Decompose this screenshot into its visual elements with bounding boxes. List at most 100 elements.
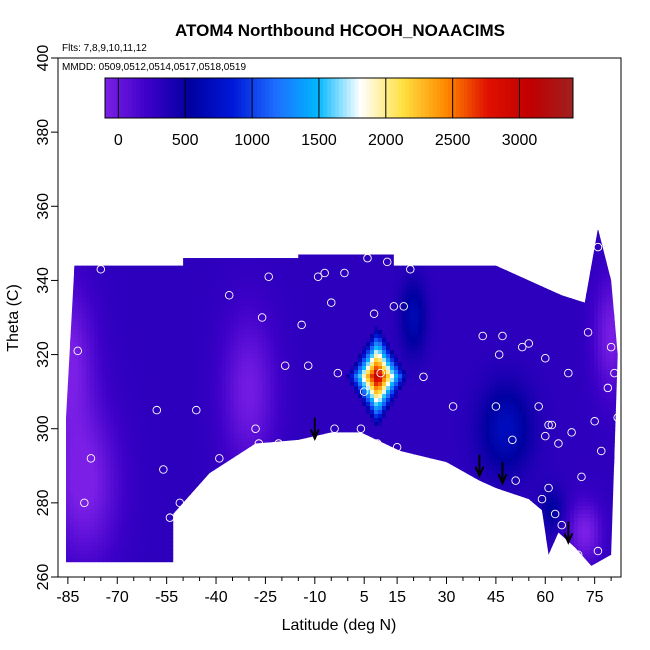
sample-point — [524, 339, 534, 348]
sample-point — [606, 342, 616, 352]
colorbar-segment — [553, 78, 558, 118]
colorbar-segment — [163, 78, 168, 118]
sample-point — [274, 439, 283, 448]
sample-point — [583, 328, 593, 337]
colorbar-segment — [311, 78, 317, 118]
colorbar-tick-label: 2500 — [435, 132, 471, 149]
sample-point — [376, 368, 385, 378]
colorbar-segment — [233, 78, 239, 118]
colorbar-segment — [448, 78, 453, 118]
sample-point — [613, 554, 622, 563]
colorbar-tick-label: 3000 — [502, 132, 538, 149]
colorbar-segment — [561, 78, 566, 118]
sample-point — [517, 342, 527, 352]
colorbar-segment — [378, 78, 383, 118]
colorbar-segment — [495, 78, 500, 118]
colorbar-segment — [491, 78, 496, 118]
colorbar-segment — [530, 78, 535, 118]
colorbar-tick-label: 2000 — [368, 132, 404, 149]
sample-point — [610, 368, 619, 378]
y-tick-label: 380 — [35, 119, 52, 146]
sample-point — [280, 361, 290, 370]
sample-point — [508, 435, 517, 445]
sample-point — [382, 257, 392, 267]
sample-point — [333, 368, 343, 378]
colorbar-segment — [409, 78, 414, 118]
arrow-marker — [309, 417, 320, 442]
sample-point — [544, 483, 553, 493]
sample-point — [448, 402, 458, 411]
colorbar-segment — [452, 78, 457, 118]
sample-point — [491, 402, 501, 411]
colorbar-segment — [288, 78, 293, 118]
colorbar-segment — [319, 78, 324, 118]
colorbar-segment — [116, 78, 122, 118]
sample-point — [564, 368, 573, 378]
sample-point — [550, 509, 560, 519]
y-tick-label: 340 — [35, 267, 52, 294]
colorbar-segment — [276, 78, 281, 118]
colorbar-segment — [467, 78, 473, 118]
sample-point — [419, 372, 428, 382]
colorbar-segment — [315, 78, 320, 118]
colorbar-segment — [198, 78, 203, 118]
sample-point — [567, 428, 576, 437]
colorbar-tick-label: 1000 — [234, 132, 270, 149]
colorbar-segment — [284, 78, 289, 118]
colorbar-segment — [300, 78, 305, 118]
x-tick-label: -55 — [155, 589, 178, 606]
dates-note: MMDD: 0509,0512,0514,0517,0518,0519 — [62, 62, 246, 73]
colorbar-segment — [432, 78, 437, 118]
colorbar-segment — [108, 78, 114, 118]
colorbar-tick-label: 500 — [172, 132, 199, 149]
colorbar-segment — [280, 78, 285, 118]
sample-point — [313, 272, 323, 281]
sample-point — [96, 265, 106, 274]
y-tick-label: 260 — [35, 564, 52, 591]
x-tick-label: -70 — [106, 589, 129, 606]
sample-point — [251, 424, 260, 433]
sample-point — [573, 550, 583, 560]
sample-point — [363, 253, 372, 263]
colorbar-segment — [487, 78, 492, 118]
x-tick-label: -40 — [204, 589, 227, 606]
colorbar-segment — [261, 78, 266, 118]
sample-point — [175, 498, 185, 508]
colorbar-segment — [218, 78, 223, 118]
x-tick-label: 5 — [360, 589, 369, 606]
colorbar-segment — [307, 78, 313, 118]
sample-point — [73, 346, 83, 356]
x-tick-label: -10 — [303, 589, 326, 606]
sample-point — [613, 413, 622, 422]
sample-point — [254, 439, 264, 448]
arrow-markers — [309, 417, 574, 545]
colorbar-segment — [229, 78, 235, 118]
sample-point — [330, 424, 339, 433]
x-axis: -85 -70 -55 -40 -25 -10 5 15 30 45 60 75 — [56, 577, 612, 606]
sample-point — [192, 405, 201, 415]
sample-point — [159, 465, 168, 474]
colorbar-segment — [147, 78, 153, 118]
colorbar-segment — [151, 78, 157, 118]
colorbar-segment — [144, 78, 149, 118]
x-tick-label: 15 — [388, 589, 406, 606]
y-axis: 260 280 300 320 340 360 380 400 — [35, 45, 58, 591]
sample-point — [320, 268, 329, 278]
x-tick-label: -85 — [56, 589, 79, 606]
colorbar-segment — [206, 78, 211, 118]
sample-point — [603, 383, 613, 393]
sample-points — [73, 242, 622, 563]
colorbar-segment — [155, 78, 161, 118]
colorbar-segment — [537, 78, 543, 118]
colorbar-segment — [237, 78, 242, 118]
sample-point — [373, 439, 382, 448]
sample-point — [369, 309, 379, 319]
sample-point — [406, 265, 415, 274]
colorbar-segment — [569, 78, 574, 118]
x-tick-label: 45 — [487, 589, 505, 606]
colorbar-segment — [136, 78, 141, 118]
colorbar-segment — [354, 78, 359, 118]
colorbar-segment — [292, 78, 297, 118]
colorbar-segment — [549, 78, 554, 118]
